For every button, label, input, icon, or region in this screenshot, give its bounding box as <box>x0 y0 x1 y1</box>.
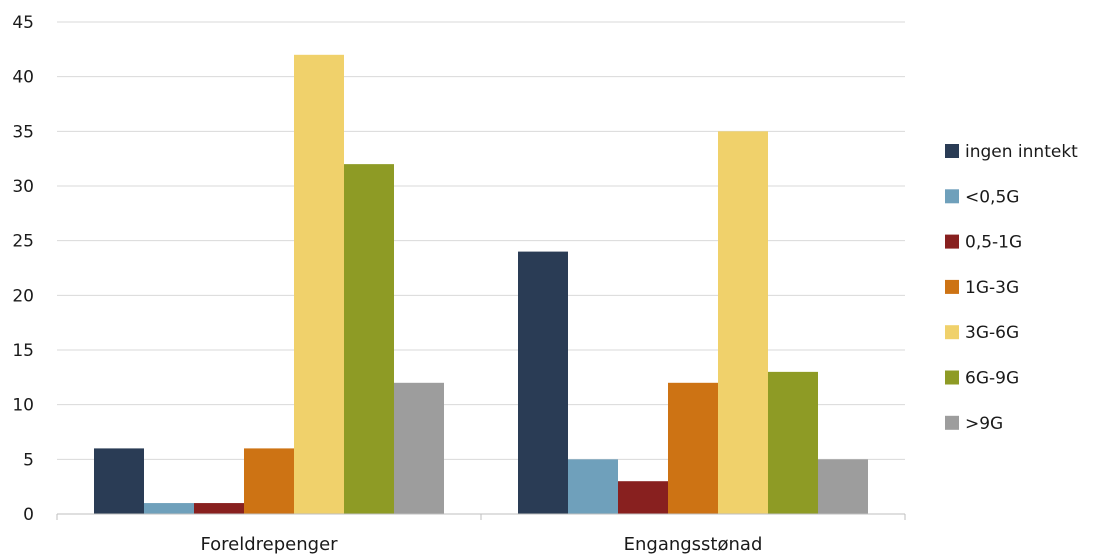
y-tick-label: 40 <box>12 68 34 88</box>
legend-swatch <box>945 415 959 430</box>
legend-swatch <box>945 234 959 249</box>
y-tick-label: 20 <box>12 286 34 306</box>
x-category-label: Engangsstønad <box>624 534 763 555</box>
x-category-label: Foreldrepenger <box>200 534 338 555</box>
legend-swatch <box>945 325 959 340</box>
legend-label: 0,5-1G <box>965 233 1022 253</box>
bar <box>94 448 144 514</box>
bar <box>244 448 294 514</box>
y-tick-label: 45 <box>12 13 34 33</box>
x-axis: Foreldrepenger Engangsstønad <box>56 513 906 555</box>
bar <box>768 371 818 514</box>
bar <box>144 503 194 514</box>
y-tick-label: 10 <box>12 396 34 416</box>
y-tick-label: 35 <box>12 122 34 142</box>
bar <box>518 251 568 514</box>
legend-label: 6G-9G <box>965 369 1019 389</box>
bar <box>394 382 444 514</box>
y-tick-label: 15 <box>12 341 34 361</box>
bars <box>94 54 868 515</box>
bar <box>618 481 668 514</box>
y-tick-label: 5 <box>23 450 34 470</box>
bar <box>668 382 718 514</box>
legend: ingen inntekt <0,5G 0,5-1G 1G-3G 3G-6G 6G-9G >… <box>945 142 1078 434</box>
y-tick-label: 0 <box>23 505 34 525</box>
y-axis-ticks: 0 5 10 15 20 25 30 35 40 45 <box>12 13 34 525</box>
gridlines <box>57 21 905 460</box>
bar <box>344 164 394 514</box>
bar <box>818 459 868 514</box>
bar <box>718 131 768 515</box>
legend-swatch <box>945 144 959 158</box>
legend-swatch <box>945 189 959 204</box>
legend-label: 3G-6G <box>965 323 1019 343</box>
bar <box>568 459 618 514</box>
legend-label: >9G <box>965 414 1003 434</box>
legend-label: 1G-3G <box>965 278 1019 298</box>
legend-label: <0,5G <box>965 187 1019 207</box>
legend-label: ingen inntekt <box>965 142 1078 162</box>
legend-swatch <box>945 279 959 294</box>
y-tick-label: 25 <box>12 232 34 252</box>
bar <box>194 503 244 514</box>
bar <box>294 54 344 515</box>
legend-swatch <box>945 370 959 385</box>
y-tick-label: 30 <box>12 177 34 197</box>
